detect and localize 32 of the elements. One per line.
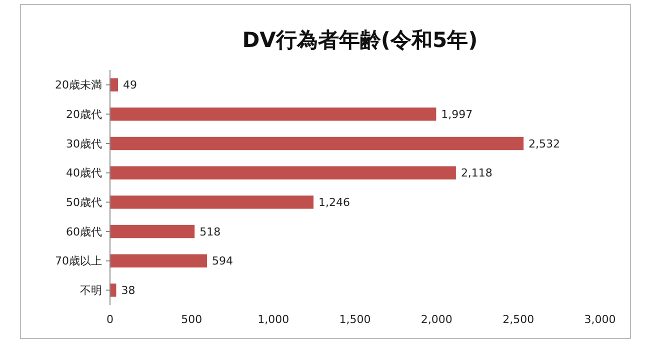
data-label: 38: [121, 284, 136, 298]
bar: [110, 108, 436, 121]
bar: [110, 284, 116, 297]
bar: [110, 196, 314, 209]
x-tick-label: 3,000: [584, 313, 616, 326]
data-label: 518: [200, 225, 221, 238]
x-tick-label: 0: [106, 313, 114, 326]
x-tick-label: 2,000: [420, 313, 452, 326]
bar: [110, 136, 524, 150]
chart-title: DV行為者年齢(令和5年): [242, 28, 478, 52]
x-tick-label: 1,500: [339, 313, 371, 326]
y-tick-label: 30歳代: [66, 137, 102, 150]
y-tick-label: 20歳代: [66, 108, 102, 122]
bar: [110, 254, 208, 268]
y-tick-label: 40歳代: [66, 166, 102, 180]
x-tick-label: 500: [181, 313, 202, 326]
bar: [110, 78, 118, 92]
bar: [110, 224, 195, 238]
y-tick-label: 20歳未満: [55, 78, 102, 92]
x-tick-label: 1,000: [258, 313, 290, 326]
y-tick-label: 70歳以上: [55, 254, 102, 268]
data-label: 594: [212, 254, 234, 268]
x-tick-label: 2,500: [502, 313, 534, 326]
data-label: 2,118: [460, 166, 492, 180]
y-tick-label: 60歳代: [66, 225, 102, 238]
y-tick-label: 不明: [80, 284, 102, 298]
data-label: 1,997: [441, 108, 473, 122]
data-label: 49: [123, 78, 138, 92]
y-tick-label: 50歳代: [66, 196, 102, 210]
data-label: 2,532: [528, 137, 560, 150]
data-label: 1,246: [318, 196, 350, 210]
bar: [110, 166, 456, 180]
